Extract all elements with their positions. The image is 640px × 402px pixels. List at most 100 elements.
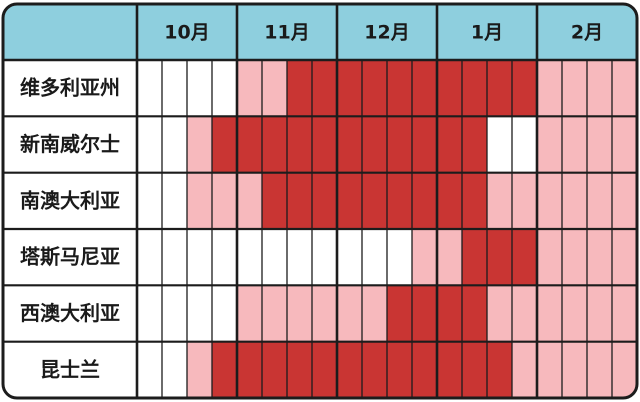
month-label: 10月 <box>164 22 209 44</box>
heat-cell <box>162 172 187 229</box>
heat-cell <box>287 229 312 286</box>
heat-cell <box>312 229 337 286</box>
heat-cell <box>587 60 612 117</box>
heat-cell <box>212 116 237 173</box>
heat-cell <box>562 60 587 117</box>
heat-cell <box>362 172 387 229</box>
heat-cell <box>412 229 437 286</box>
heat-cell <box>162 341 187 398</box>
heat-cell <box>587 229 612 286</box>
heat-cell <box>512 116 537 173</box>
heat-cell <box>337 60 362 117</box>
heat-cell <box>237 116 262 173</box>
heat-cell <box>612 60 637 117</box>
heat-cell <box>587 116 612 173</box>
heat-cell <box>412 60 437 117</box>
heat-cell <box>187 116 212 173</box>
heat-cell <box>512 172 537 229</box>
heat-cell <box>212 60 237 117</box>
heat-cell <box>537 116 562 173</box>
heat-cell <box>587 172 612 229</box>
heat-cell <box>387 341 412 398</box>
heat-cell <box>562 229 587 286</box>
heat-cell <box>262 285 287 342</box>
heat-cell <box>287 285 312 342</box>
heat-cell <box>537 229 562 286</box>
heat-cell <box>412 172 437 229</box>
heat-cell <box>312 116 337 173</box>
heat-cell <box>237 229 262 286</box>
heat-cell <box>462 116 487 173</box>
heat-cell <box>562 341 587 398</box>
heat-cell <box>537 60 562 117</box>
heat-cell <box>362 285 387 342</box>
region-label: 塔斯马尼亚 <box>20 245 120 269</box>
heat-cell <box>537 172 562 229</box>
heat-cell <box>337 341 362 398</box>
heat-cell <box>162 229 187 286</box>
heat-cell <box>262 172 287 229</box>
heat-cell <box>387 229 412 286</box>
heat-cell <box>362 341 387 398</box>
heat-cell <box>437 116 462 173</box>
heat-cell <box>512 229 537 286</box>
region-label: 南澳大利亚 <box>20 188 120 212</box>
heat-cell <box>412 116 437 173</box>
heat-cell <box>212 285 237 342</box>
heat-cell <box>387 172 412 229</box>
month-label: 11月 <box>264 22 309 44</box>
heat-cell <box>512 285 537 342</box>
heat-cell <box>187 60 212 117</box>
heat-cell <box>612 341 637 398</box>
heat-cell <box>612 116 637 173</box>
heat-cell <box>487 60 512 117</box>
heat-cell <box>287 116 312 173</box>
heat-cell <box>162 116 187 173</box>
heat-cell <box>462 60 487 117</box>
heat-cell <box>237 172 262 229</box>
heat-cell <box>337 116 362 173</box>
heat-cell <box>462 229 487 286</box>
heat-cell <box>487 172 512 229</box>
heat-cell <box>262 341 287 398</box>
heat-cell <box>187 341 212 398</box>
heat-cell <box>462 341 487 398</box>
heat-cell <box>287 60 312 117</box>
heat-cell <box>262 229 287 286</box>
heat-cell <box>487 341 512 398</box>
heat-cell <box>587 285 612 342</box>
heat-cell <box>437 285 462 342</box>
heat-cell <box>562 172 587 229</box>
heat-cell <box>437 229 462 286</box>
heat-cell <box>262 60 287 117</box>
region-label: 西澳大利亚 <box>20 301 120 325</box>
heat-cell <box>337 285 362 342</box>
heat-cell <box>337 172 362 229</box>
chart-body: 10月 11月 12月 1月 2月维多利亚州新南威尔士南澳大利亚塔斯马尼亚西澳大利亚昆士… <box>3 4 637 398</box>
heat-cell <box>487 285 512 342</box>
month-header-background <box>3 4 637 60</box>
heat-cell <box>562 285 587 342</box>
heat-cell <box>437 60 462 117</box>
heat-cell <box>387 116 412 173</box>
heat-cell <box>437 341 462 398</box>
region-label: 昆士兰 <box>40 357 100 381</box>
heat-cell <box>137 172 162 229</box>
heat-cell <box>187 229 212 286</box>
heat-cell <box>612 172 637 229</box>
heat-cell <box>587 341 612 398</box>
heat-cell <box>237 60 262 117</box>
month-label: 12月 <box>364 22 409 44</box>
heat-cell <box>412 285 437 342</box>
heat-cell <box>187 172 212 229</box>
heat-cell <box>387 60 412 117</box>
heat-cell <box>137 229 162 286</box>
heat-cell <box>287 172 312 229</box>
month-label: 2月 <box>571 22 603 44</box>
heat-cell <box>487 116 512 173</box>
heat-cell <box>562 116 587 173</box>
heat-cell <box>362 60 387 117</box>
heat-cell <box>462 285 487 342</box>
heat-cell <box>187 285 212 342</box>
heat-cell <box>412 341 437 398</box>
